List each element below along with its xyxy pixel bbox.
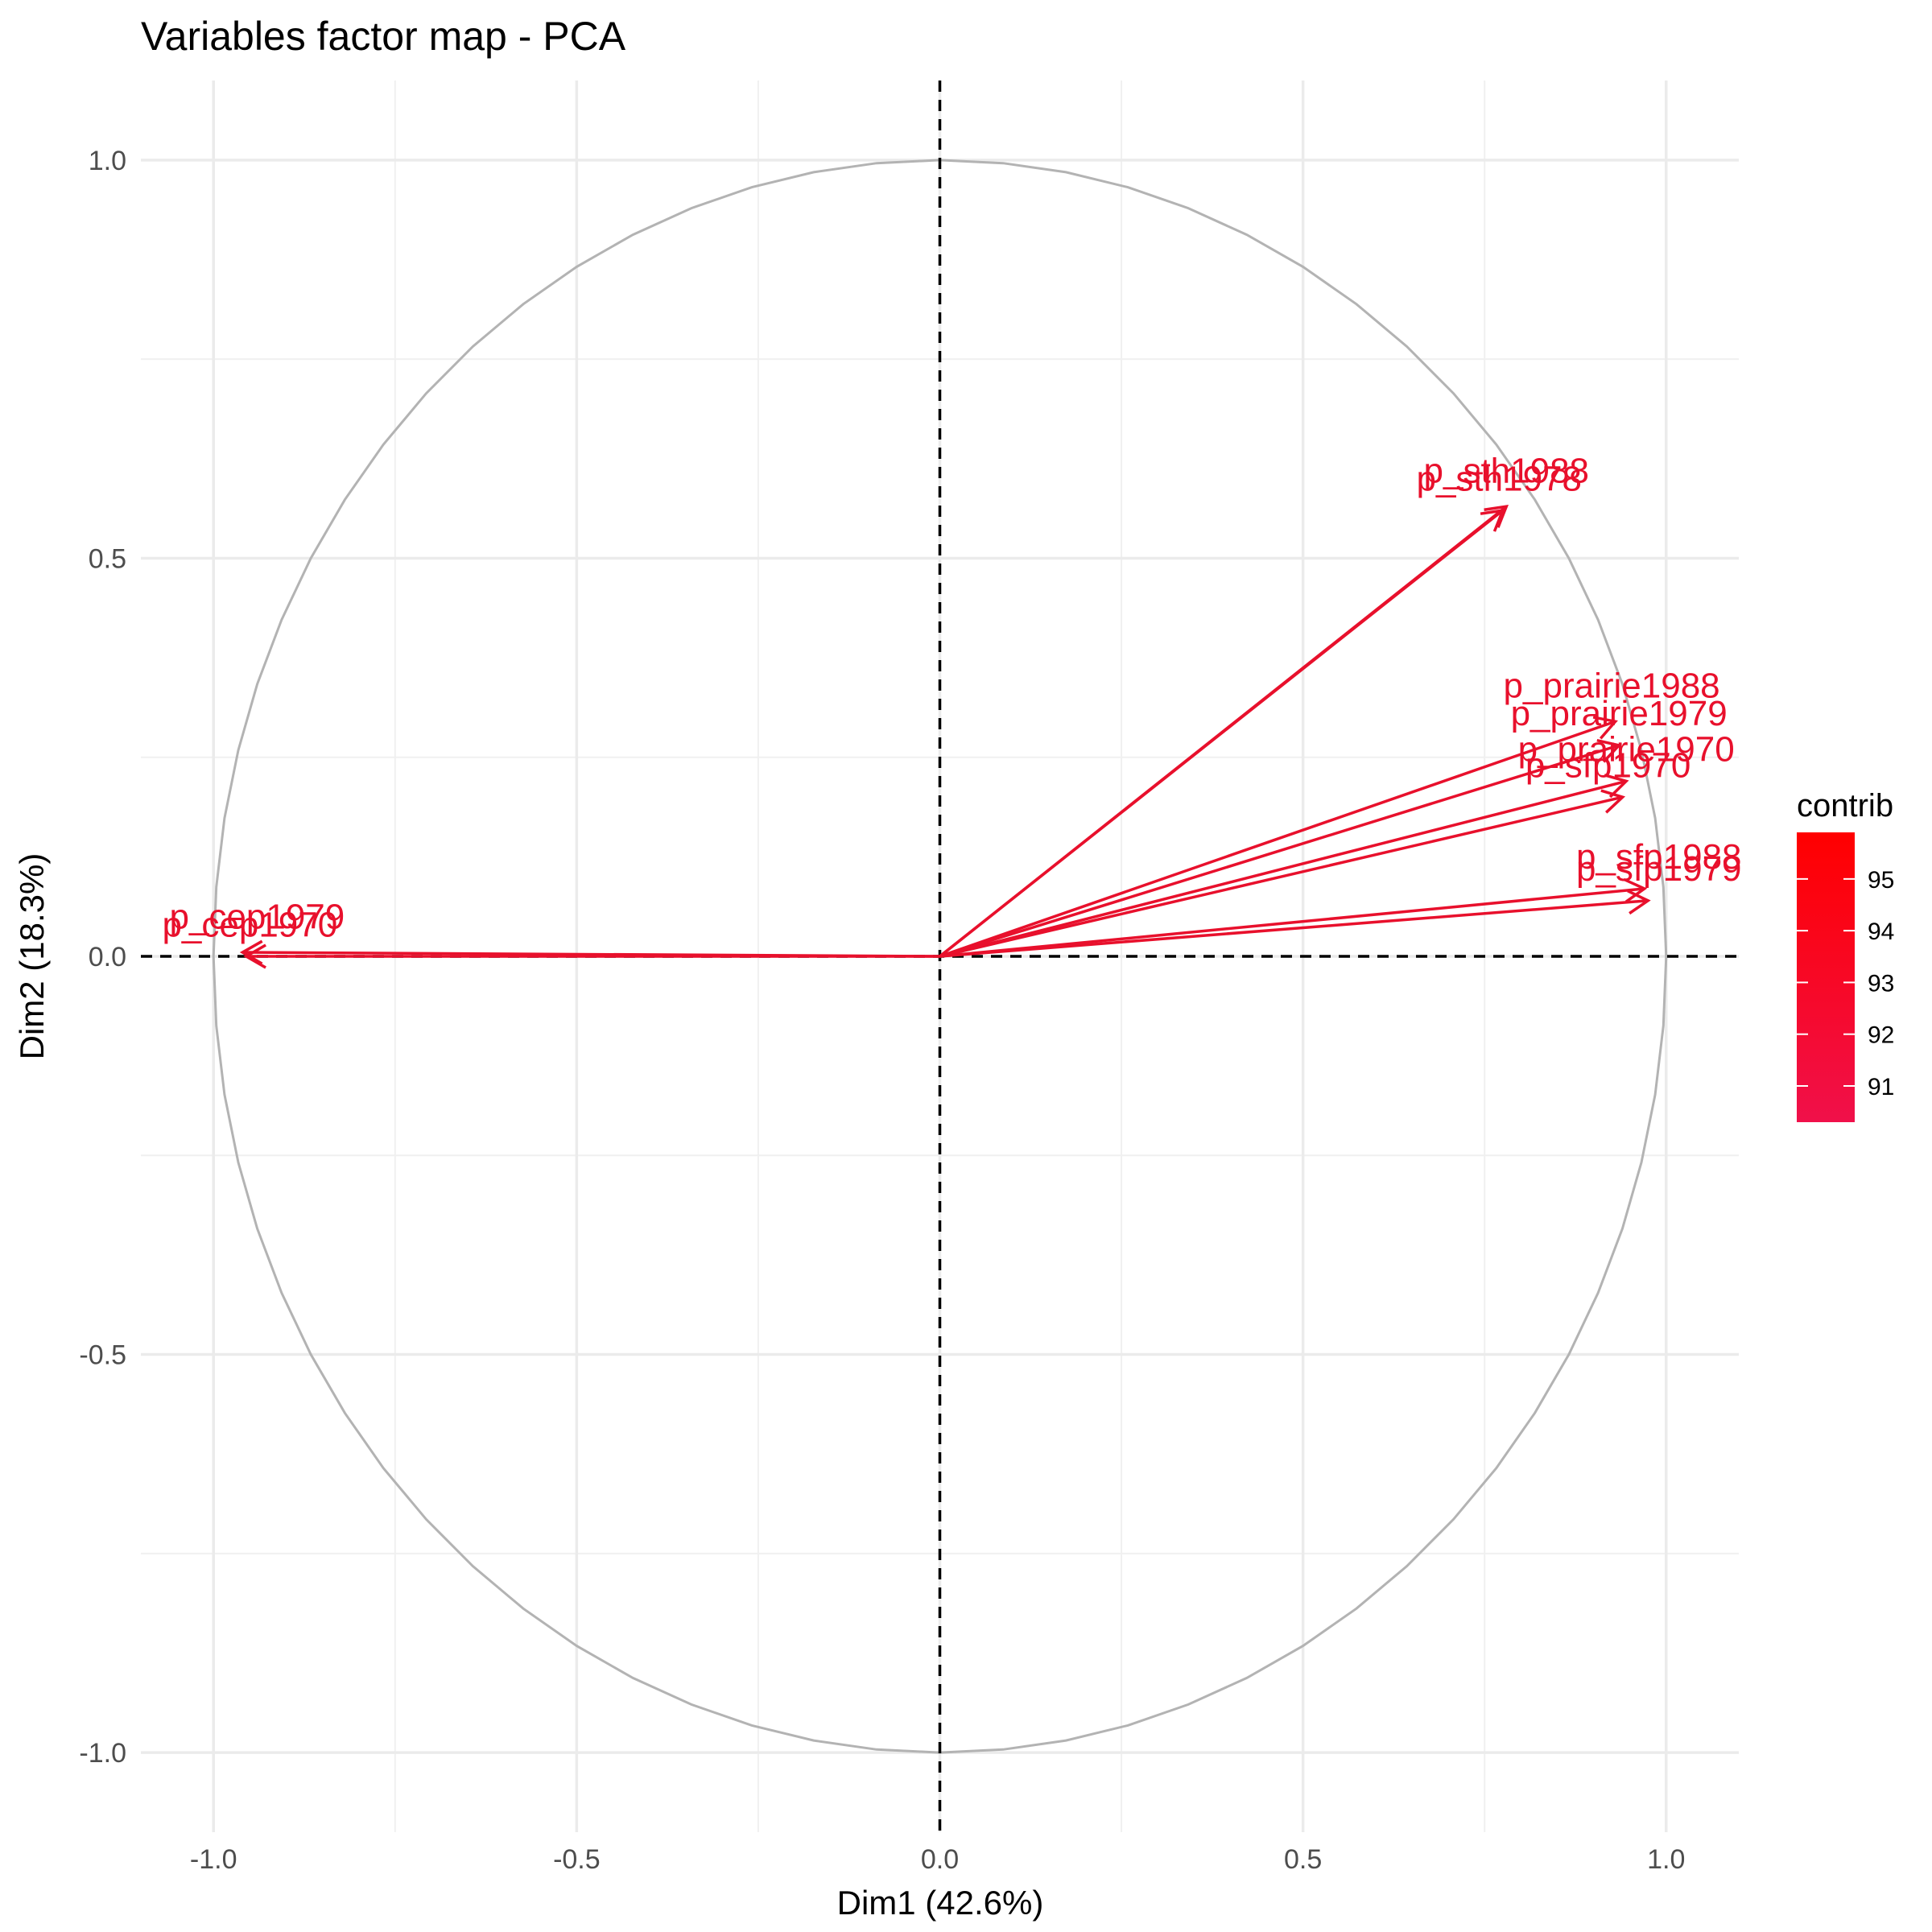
y-axis-ticks: -1.0 -0.5 0.0 0.5 1.0: [79, 146, 126, 1769]
chart-title: Variables factor map - PCA: [141, 14, 626, 59]
label-p_sth1988: p_sth1988: [1424, 451, 1590, 490]
correlation-circle: [212, 159, 1668, 1754]
legend-colorbar: [1797, 832, 1855, 1122]
legend-break-label: 93: [1868, 970, 1894, 997]
arrow-p_prairie1988: [939, 716, 1618, 958]
legend-break-label: 95: [1868, 867, 1894, 894]
arrow-shaft: [939, 744, 1620, 958]
arrow-shaft: [939, 509, 1504, 958]
arrow-head: [239, 939, 263, 965]
arrow-head: [1600, 789, 1626, 814]
arrow-head: [243, 943, 266, 969]
label-p_sth1978: p_sth1978: [1416, 459, 1582, 498]
label-p_sfp1988: p_sfp1988: [1576, 837, 1742, 877]
label-p_prairie1970: p_prairie1970: [1518, 730, 1735, 770]
plot-panel: p_sth1988p_sth1978p_prairie1988p_prairie…: [141, 80, 1742, 1832]
y-axis-title: Dim2 (18.3%): [13, 853, 51, 1060]
legend-ticks: 91 92 93 94 95: [1797, 867, 1894, 1100]
arrow-shaft: [939, 795, 1624, 958]
x-tick-label: 0.5: [1284, 1844, 1322, 1875]
legend-title: contrib: [1797, 788, 1893, 824]
x-axis-ticks: -1.0 -0.5 0.0 0.5 1.0: [190, 1844, 1685, 1875]
y-tick-label: 1.0: [89, 146, 126, 176]
legend-break-label: 94: [1868, 919, 1894, 945]
label-p_sfp1979: p_sfp1979: [1576, 849, 1742, 889]
arrow-head: [1484, 504, 1509, 528]
arrow-p_prairie1979: [939, 739, 1622, 958]
arrow-head: [1480, 508, 1505, 532]
x-axis-title: Dim1 (42.6%): [837, 1884, 1044, 1922]
arrow-head: [1604, 774, 1629, 799]
x-tick-label: 0.0: [921, 1844, 959, 1875]
legend-break-label: 92: [1868, 1022, 1894, 1049]
arrow-p_prairie1970: [939, 774, 1629, 958]
arrow-shaft: [939, 899, 1649, 958]
variable-arrows: [239, 504, 1651, 969]
variable-labels: p_sth1988p_sth1978p_prairie1988p_prairie…: [162, 451, 1741, 944]
legend-break-label: 91: [1868, 1074, 1894, 1100]
label-p_cep1970: p_cep1970: [162, 905, 337, 944]
arrow-shaft: [939, 779, 1627, 958]
y-tick-label: -0.5: [79, 1340, 126, 1371]
arrow-p_sfp1979: [939, 890, 1651, 958]
arrow-p_sth1978: [939, 508, 1505, 958]
arrow-head: [1596, 739, 1622, 763]
x-tick-label: 1.0: [1647, 1844, 1685, 1875]
y-tick-label: 0.0: [89, 942, 126, 972]
x-tick-label: -0.5: [553, 1844, 601, 1875]
arrow-p_cep1979: [239, 939, 940, 965]
arrow-head: [1627, 890, 1651, 915]
y-tick-label: -1.0: [79, 1738, 126, 1769]
arrow-shaft: [939, 720, 1616, 958]
arrow-head: [1623, 877, 1648, 903]
arrow-head: [1592, 716, 1618, 740]
label-p_prairie1988: p_prairie1988: [1504, 667, 1720, 706]
y-tick-label: 0.5: [89, 543, 126, 574]
legend: contrib 91 92 93 94 95: [1797, 788, 1894, 1122]
arrow-p_cep1970: [243, 943, 940, 969]
arrow-shaft: [939, 887, 1645, 958]
label-p_sfp1970: p_sfp1970: [1525, 745, 1691, 785]
arrow-p_sfp1970: [939, 789, 1626, 958]
label-p_cep1979: p_cep1979: [169, 897, 345, 936]
x-tick-label: -1.0: [190, 1844, 237, 1875]
label-p_prairie1979: p_prairie1979: [1511, 694, 1728, 733]
arrow-p_sfp1988: [939, 877, 1648, 958]
